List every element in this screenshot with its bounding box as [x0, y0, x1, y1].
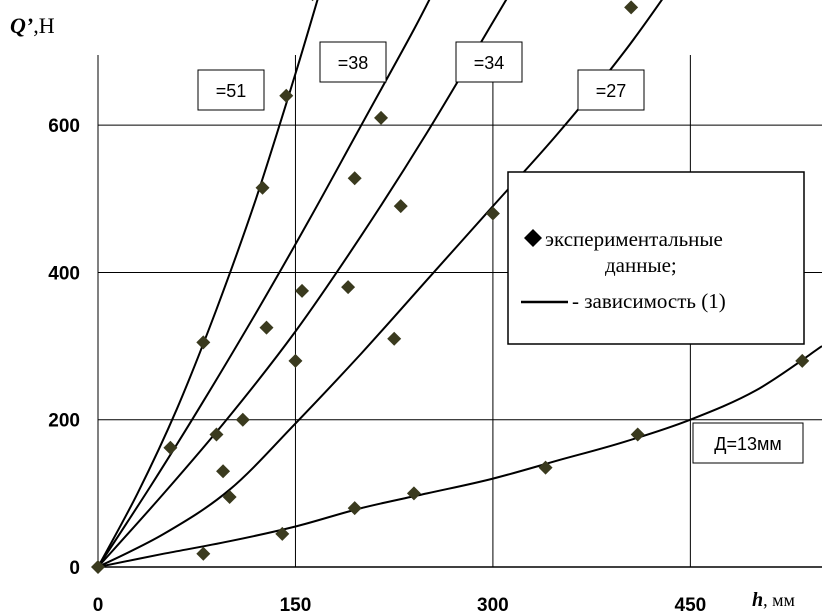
data-point-1-3: [288, 353, 303, 368]
series-curve-1: [98, 0, 431, 567]
curve-label-text-0: =51: [216, 81, 247, 101]
curve-label-0: =51: [197, 69, 265, 111]
data-point-1-5: [341, 280, 356, 295]
x-axis-unit: , мм: [763, 590, 795, 610]
data-point-1-1: [222, 490, 237, 505]
legend-marker-icon: [524, 229, 542, 247]
x-axis-var: h: [752, 589, 763, 611]
data-point-1-7: [374, 110, 389, 125]
data-point-4-5: [538, 460, 553, 475]
grid: [97, 55, 822, 568]
legend-line-1: экспериментальные: [545, 227, 723, 251]
data-point-4-1: [196, 546, 211, 561]
data-point-0-0: [163, 440, 178, 455]
curve-label-text-4: Д=13мм: [714, 434, 781, 454]
x-tick-label-0: 0: [93, 595, 104, 615]
data-point-0-2: [209, 427, 224, 442]
curve-label-text-2: =34: [474, 53, 505, 73]
data-point-4-3: [347, 501, 362, 516]
y-axis-title: Q’,Н: [10, 13, 55, 38]
data-point-3-3: [624, 0, 639, 15]
y-tick-label-2: 400: [48, 263, 80, 284]
data-point-0-1: [196, 335, 211, 350]
ticks: 0 150 300 450 0 200 400 600: [48, 116, 706, 615]
x-axis-title: h, мм: [752, 589, 795, 611]
legend-box: [507, 171, 805, 345]
series-curve-4: [98, 345, 822, 567]
data-point-4-6: [630, 427, 645, 442]
y-tick-label-0: 0: [69, 558, 80, 579]
data-point-3-1: [485, 206, 500, 221]
y-tick-label-1: 200: [48, 411, 80, 432]
data-point-1-8: [387, 331, 402, 346]
y-axis-unit: ,Н: [33, 13, 55, 38]
data-point-2-1: [393, 199, 408, 214]
curve-label-4: Д=13мм: [692, 422, 804, 464]
data-point-1-4: [295, 283, 310, 298]
x-tick-label-3: 450: [675, 595, 707, 615]
x-tick-label-2: 300: [477, 595, 509, 615]
data-point-4-7: [795, 353, 810, 368]
data-point-2-0: [235, 412, 250, 427]
data-point-4-0: [91, 560, 105, 574]
data-point-0-5: [311, 0, 314, 2]
series-curve-2: [98, 0, 508, 567]
y-axis-var: Q’: [10, 13, 33, 38]
legend-line-2: данные;: [605, 253, 677, 277]
series-curve-0: [98, 0, 319, 567]
curve-labels: =51 =38 =34 =27 Д=13мм: [197, 41, 804, 464]
x-tick-label-1: 150: [280, 595, 312, 615]
curve-label-2: =34: [455, 41, 523, 83]
legend-line-3: - зависимость (1): [572, 289, 726, 313]
data-point-1-0: [216, 464, 231, 479]
data-point-1-6: [347, 171, 362, 186]
data-point-4-2: [275, 526, 290, 541]
data-point-4-4: [406, 486, 421, 501]
curve-label-1: =38: [319, 41, 387, 83]
legend: экспериментальные данные; - зависимость …: [507, 171, 805, 345]
curve-label-3: =27: [577, 69, 645, 111]
data-point-0-3: [255, 180, 270, 195]
curve-label-text-3: =27: [596, 81, 627, 101]
data-point-0-4: [279, 88, 294, 103]
curve-label-text-1: =38: [338, 53, 369, 73]
y-tick-label-3: 600: [48, 116, 80, 137]
data-point-1-2: [259, 320, 274, 335]
